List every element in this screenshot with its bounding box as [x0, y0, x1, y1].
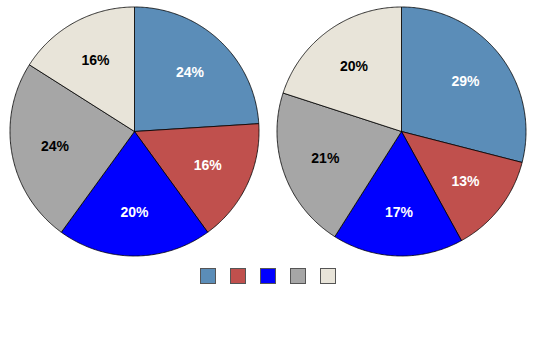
svg-text:20%: 20% — [340, 58, 369, 74]
svg-text:13%: 13% — [452, 173, 481, 189]
svg-text:24%: 24% — [176, 64, 205, 80]
svg-text:16%: 16% — [81, 52, 110, 68]
svg-text:24%: 24% — [41, 138, 70, 154]
svg-text:21%: 21% — [312, 150, 341, 166]
svg-text:16%: 16% — [193, 157, 222, 173]
svg-text:20%: 20% — [120, 204, 149, 220]
svg-text:17%: 17% — [385, 204, 414, 220]
svg-text:29%: 29% — [452, 73, 481, 89]
